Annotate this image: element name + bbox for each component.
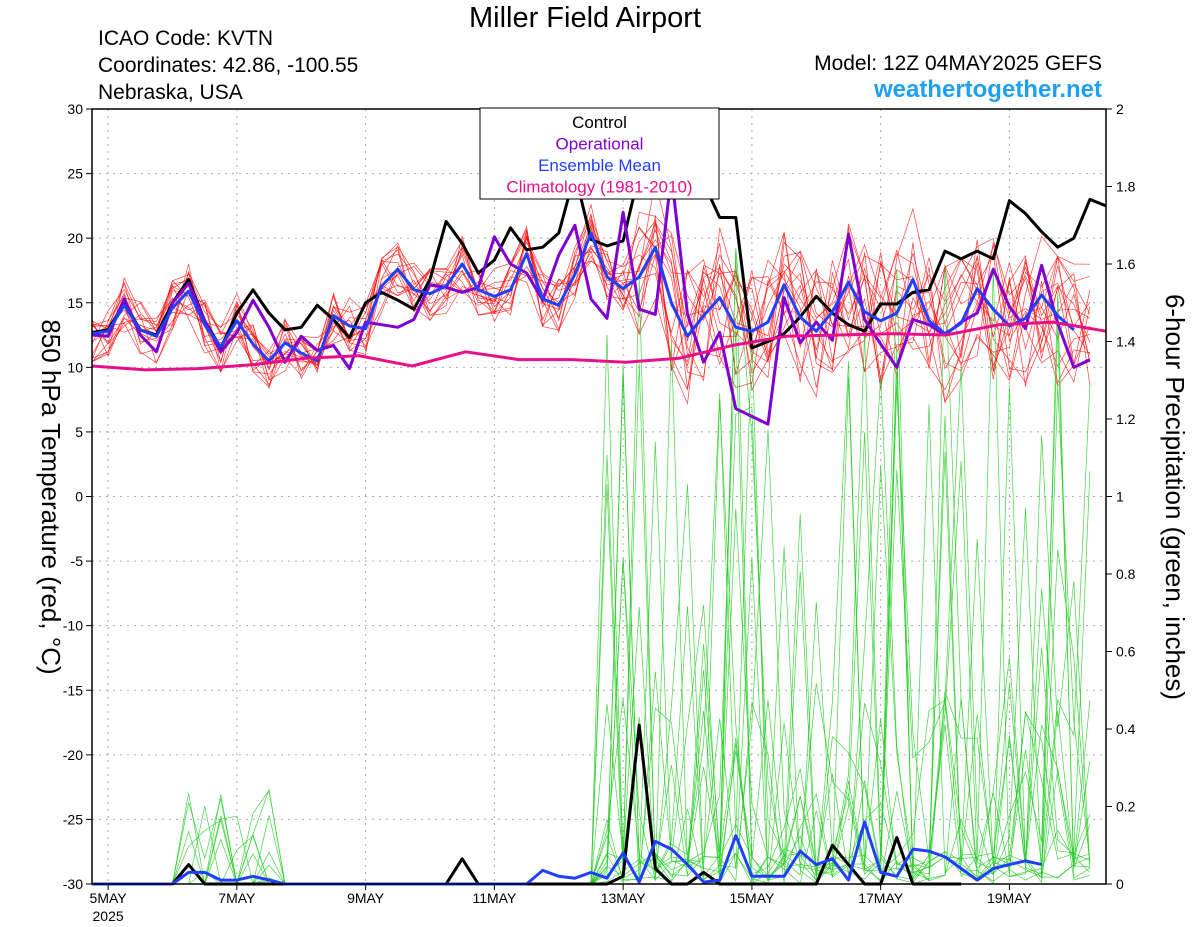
- coordinates: Coordinates: 42.86, -100.55: [98, 54, 359, 77]
- legend-item-control: Control: [572, 113, 627, 132]
- tick-label-bottom: 19MAY: [987, 890, 1033, 906]
- tick-label-left: 0: [75, 489, 83, 505]
- precip-member-line: [92, 350, 1091, 885]
- temp-member-line: [91, 231, 1090, 375]
- precip-member-line: [92, 329, 1091, 885]
- tick-label-right: 1: [1116, 489, 1124, 505]
- tick-label-right: 0.8: [1116, 566, 1136, 582]
- temp-member-line: [91, 215, 1091, 406]
- temp-member-line: [91, 227, 1091, 372]
- tick-label-left: -30: [63, 876, 83, 892]
- legend-box: [479, 107, 720, 200]
- tick-label-right: 0.2: [1116, 799, 1136, 815]
- tick-label-right: 0.4: [1116, 721, 1136, 737]
- tick-label-left: -10: [63, 618, 83, 634]
- tick-label-right: 1.2: [1116, 411, 1136, 427]
- tick-label-left: 10: [67, 359, 83, 375]
- temp-member-line: [91, 224, 1091, 386]
- ensemble-members: [91, 180, 1091, 885]
- precip-member-line: [92, 340, 1091, 885]
- tick-label-left: 20: [67, 230, 83, 246]
- temp-member-line: [91, 226, 1091, 381]
- precip-member-line: [92, 334, 1091, 885]
- tick-label-left: 30: [67, 101, 83, 117]
- temp-control-line: [91, 169, 1107, 350]
- temp-member-line: [91, 180, 1091, 388]
- tick-label-bottom: 9MAY: [347, 890, 385, 906]
- tick-label-left: 25: [67, 166, 83, 182]
- region: Nebraska, USA: [98, 81, 243, 104]
- site-link[interactable]: weathertogether.net: [873, 76, 1102, 103]
- icao-code: ICAO Code: KVTN: [98, 27, 274, 50]
- tick-label-left: -15: [63, 682, 83, 698]
- tick-label-bottom: 15MAY: [729, 890, 775, 906]
- tick-label-bottom: 13MAY: [601, 890, 647, 906]
- tick-label-right: 1.6: [1116, 256, 1136, 272]
- precip-member-line: [92, 334, 1091, 885]
- y-axis-label-left: 850 hPa Temperature (red, °C): [36, 319, 66, 674]
- chart-title: Miller Field Airport: [468, 2, 702, 34]
- tick-label-bottom: 17MAY: [858, 890, 904, 906]
- tick-label-right: 1.4: [1116, 334, 1136, 350]
- temp-mean-line: [91, 231, 1075, 363]
- y-axis-label-right: 6-hour Precipitation (green, inches): [1160, 294, 1190, 700]
- tick-label-left: 15: [67, 295, 83, 311]
- model-run: Model: 12Z 04MAY2025 GEFS: [814, 52, 1102, 75]
- legend: Control Operational Ensemble Mean Climatolo…: [479, 107, 720, 200]
- tick-label-right: 1.8: [1116, 179, 1136, 195]
- tick-label-bottom: 11MAY: [472, 890, 516, 906]
- precip-mean-line: [92, 820, 1042, 886]
- temp-climatology-line: [91, 320, 1107, 372]
- tick-label-bottom: 7MAY: [218, 890, 256, 906]
- tick-label-right: 0.6: [1116, 644, 1136, 660]
- tick-label-right: 0: [1116, 876, 1124, 892]
- tick-label-bottom: 5MAY: [90, 890, 128, 906]
- legend-item-ensemble: Ensemble Mean: [538, 156, 661, 175]
- precip-member-line: [92, 278, 1091, 885]
- tick-label-left: -20: [63, 747, 83, 763]
- tick-label-right: 2: [1116, 101, 1124, 117]
- legend-item-climatology: Climatology (1981-2010): [506, 178, 692, 197]
- temp-member-line: [91, 222, 1091, 378]
- temp-member-line: [91, 207, 1091, 389]
- tick-label-left: -5: [71, 553, 84, 569]
- tick-label-left: -25: [63, 811, 83, 827]
- legend-item-operational: Operational: [556, 135, 644, 154]
- tick-label-left: 5: [75, 424, 83, 440]
- temp-operational-line: [91, 173, 1091, 426]
- tick-label-year: 2025: [93, 908, 124, 924]
- precip-member-line: [92, 404, 1090, 885]
